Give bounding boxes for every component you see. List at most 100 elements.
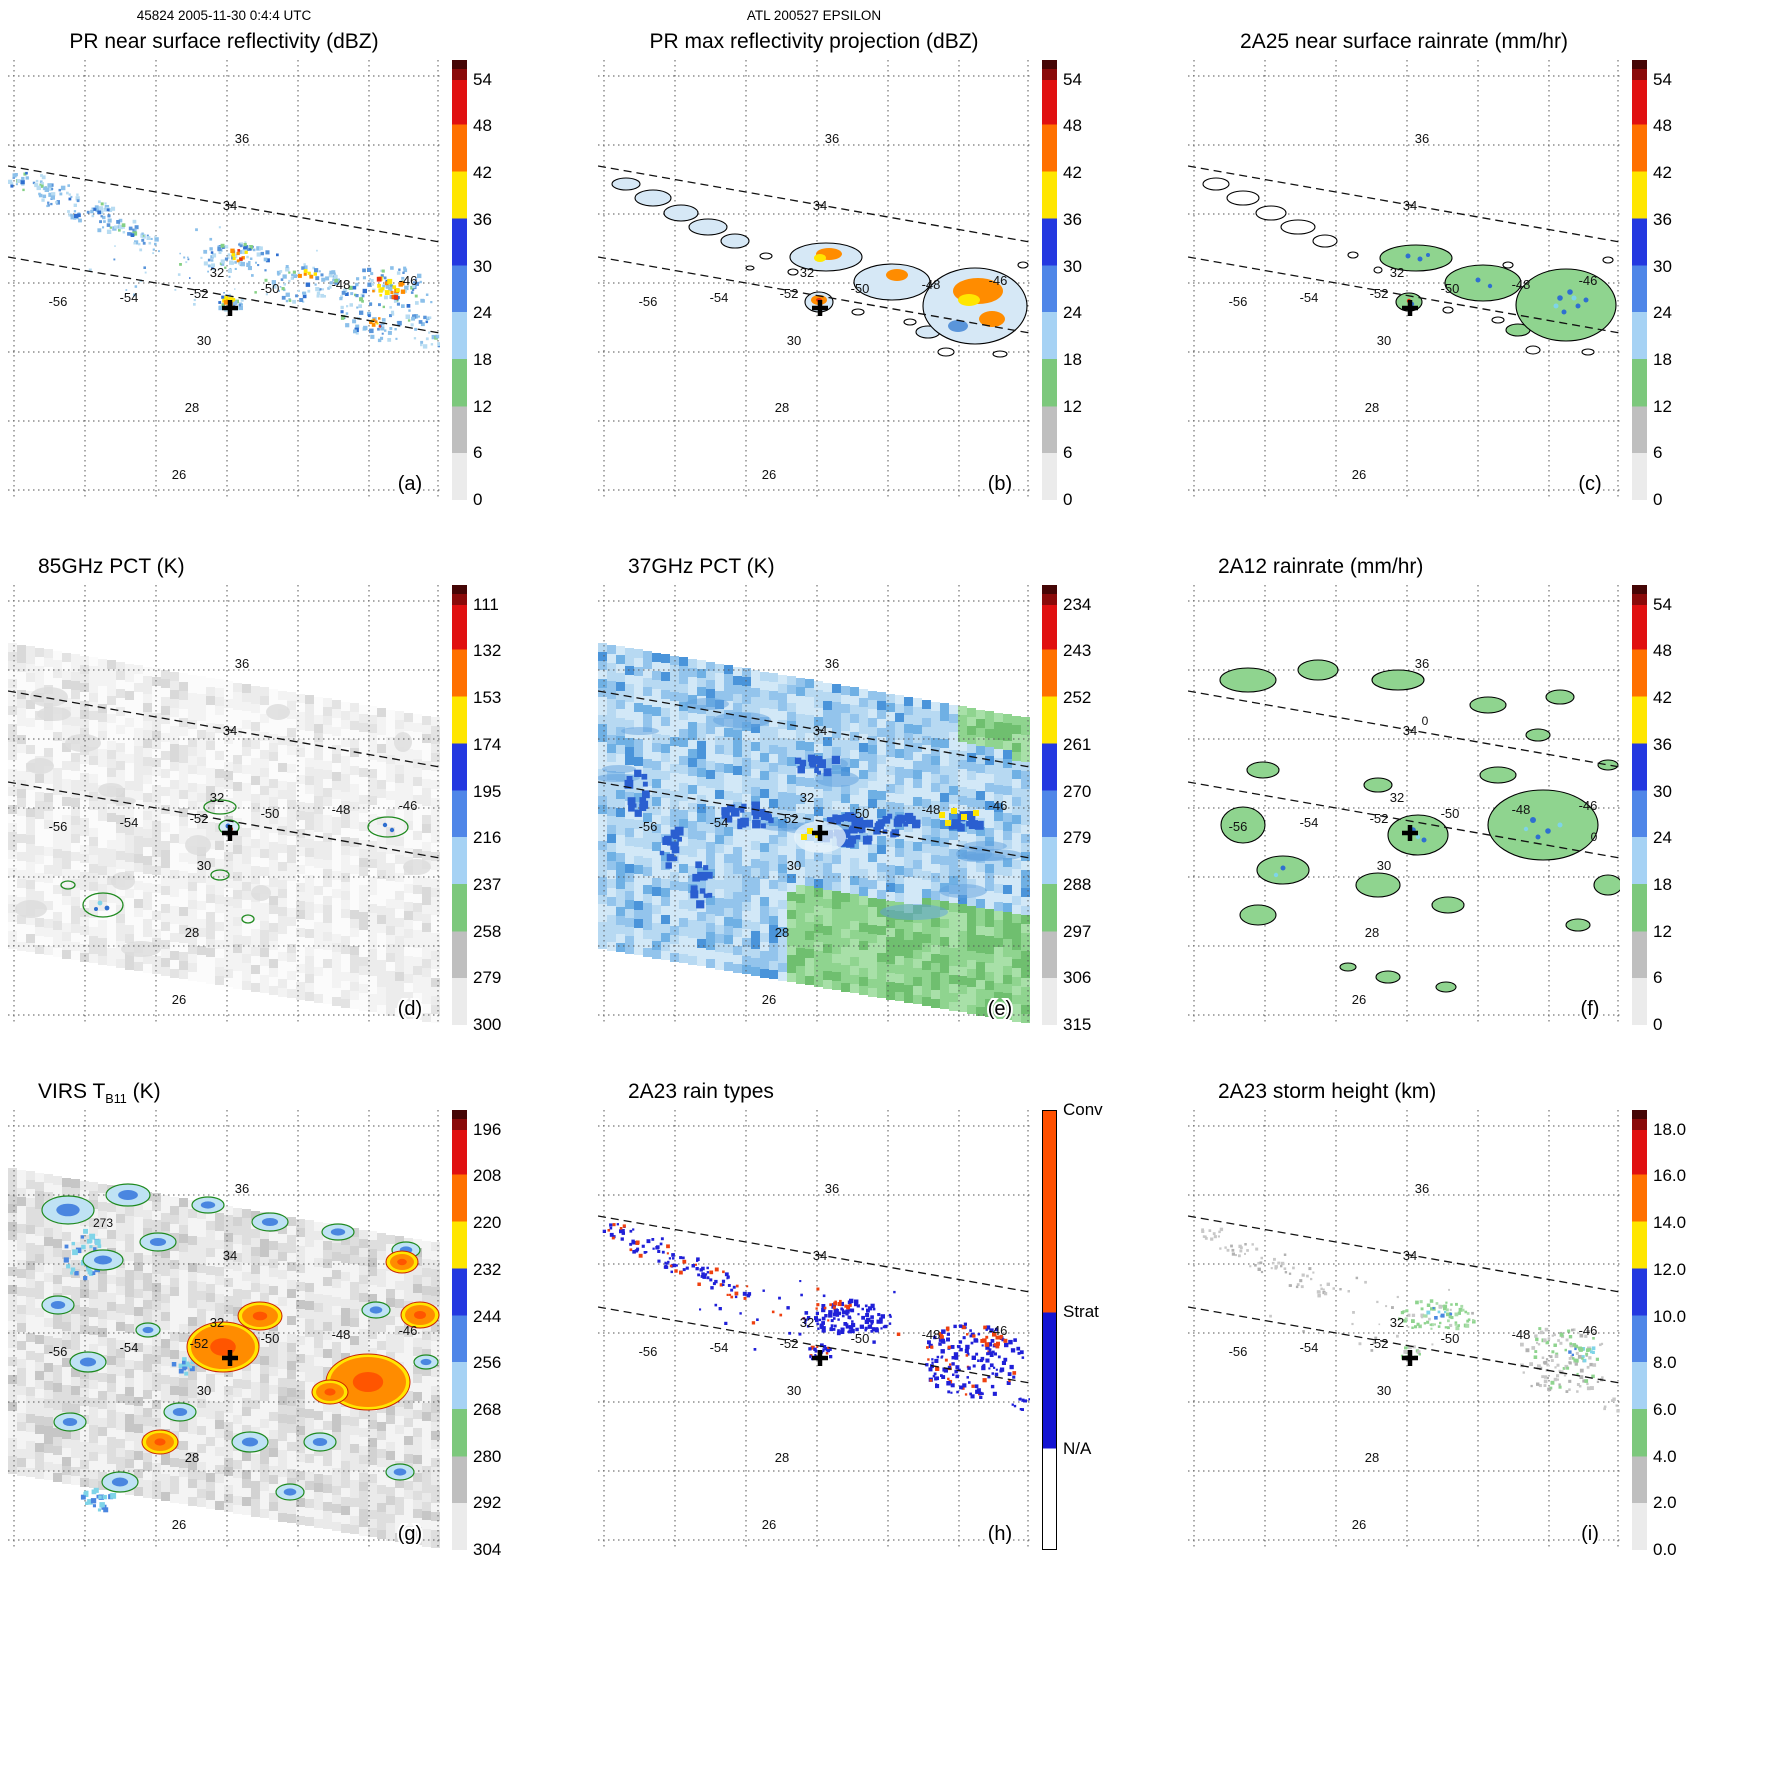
lon-label: -50 <box>851 281 870 296</box>
colorbar-tick: 54 <box>473 69 492 89</box>
colorbar-tick: 306 <box>1063 968 1092 988</box>
lat-label: 30 <box>197 1383 211 1398</box>
geo-labels: 36 34 32 30 28 26 -56 -54 -52 -50 -48 -46 <box>639 656 1008 1007</box>
lon-label: -50 <box>1441 1331 1460 1346</box>
lon-label: -52 <box>190 1336 209 1351</box>
colorbar-d <box>452 585 467 1025</box>
lon-label: -50 <box>851 1331 870 1346</box>
colorbar-tick: 6.0 <box>1653 1399 1677 1419</box>
colorbar-tick: 42 <box>1063 163 1082 183</box>
panel-d: 85GHz PCT (K) 36 34 32 30 28 26 -56 -54 -52 -50 -48… <box>0 555 590 1080</box>
lon-label: -46 <box>1579 273 1598 288</box>
colorbar-h <box>1042 1110 1057 1550</box>
data-field <box>598 643 1030 1023</box>
panel-g: VIRS TB11 (K) 36 34 32 30 28 26 -56 -54 -52 -50 -48… <box>0 1080 590 1605</box>
colorbar-tick: 196 <box>473 1119 502 1139</box>
lon-label: -46 <box>989 273 1008 288</box>
lon-label: -48 <box>922 1327 941 1342</box>
lon-label: -52 <box>190 811 209 826</box>
colorbar-tick: 0 <box>1653 490 1663 509</box>
colorbar-tick: 36 <box>1653 209 1672 229</box>
lat-label: 26 <box>1352 1517 1366 1532</box>
lon-label: -52 <box>780 1336 799 1351</box>
graticule <box>8 585 440 1025</box>
lat-label: 26 <box>172 467 186 482</box>
colorbar-tick: 6 <box>1063 443 1073 463</box>
colorbar-tick: 6 <box>473 443 483 463</box>
lat-label: 28 <box>185 925 199 940</box>
lon-label: -50 <box>261 806 280 821</box>
panel-letter-f: (f) <box>1581 998 1600 1020</box>
colorbar-tick: 16.0 <box>1653 1166 1687 1186</box>
map-b: 36 34 32 30 28 26 -56 -54 -52 -50 -48 -46 (b) <box>598 60 1030 500</box>
panel-title-f: 2A12 rainrate (mm/hr) <box>1218 555 1424 578</box>
lon-label: -50 <box>1441 281 1460 296</box>
colorbar-tick: 48 <box>1653 641 1672 661</box>
lon-label: -56 <box>49 294 68 309</box>
lat-label: 32 <box>800 790 814 805</box>
colorbar-tick: 42 <box>1653 688 1672 708</box>
colorbar-tick: 174 <box>473 734 502 754</box>
lon-label: -56 <box>1229 294 1248 309</box>
lon-label: -56 <box>1229 819 1248 834</box>
lon-label: -46 <box>399 273 418 288</box>
lon-label: -56 <box>639 819 658 834</box>
colorbar-i <box>1632 1110 1647 1550</box>
lon-label: -56 <box>49 1344 68 1359</box>
storm-center-marker <box>222 1350 238 1366</box>
swath-edges <box>1188 1215 1620 1384</box>
swath-edges <box>1188 165 1620 334</box>
colorbar-tick: 30 <box>1653 781 1672 801</box>
colorbar-tick: 216 <box>473 828 502 848</box>
lon-label: -54 <box>710 815 729 830</box>
lat-label: 34 <box>223 723 237 738</box>
lon-label: -54 <box>1300 290 1319 305</box>
lat-label: 32 <box>800 1315 814 1330</box>
colorbar-tick: 0 <box>473 490 483 509</box>
colorbar-tick: 280 <box>473 1446 502 1466</box>
colorbar-tick: 12 <box>473 396 492 416</box>
map-d: 36 34 32 30 28 26 -56 -54 -52 -50 -48 -46 (d) <box>8 585 440 1025</box>
lat-label: 32 <box>210 790 224 805</box>
lat-label: 28 <box>775 400 789 415</box>
panel-letter-g: (g) <box>398 1523 422 1545</box>
data-layer <box>1219 659 1620 993</box>
lon-label: -52 <box>1370 286 1389 301</box>
swath-edges <box>598 1215 1030 1384</box>
colorbar-tick: 300 <box>473 1015 502 1034</box>
lon-label: -54 <box>710 1340 729 1355</box>
panel-letter-b: (b) <box>988 473 1012 495</box>
lat-label: 36 <box>235 656 249 671</box>
geo-labels: 36 34 32 30 28 26 -56 -54 -52 -50 -48 -46 <box>49 131 418 482</box>
data-layer <box>1202 177 1617 356</box>
colorbar-tick: 297 <box>1063 921 1092 941</box>
colorbar-tick: 18 <box>1653 349 1672 369</box>
lon-label: -46 <box>399 798 418 813</box>
map-c: 36 34 32 30 28 26 -56 -54 -52 -50 -48 -46 (c) <box>1188 60 1620 500</box>
geo-labels: 36 34 32 30 28 26 -56 -54 -52 -50 -48 -46 <box>49 656 418 1007</box>
colorbar-tick: 256 <box>473 1353 502 1373</box>
colorbar-tick: 270 <box>1063 781 1092 801</box>
panel-letter-i: (i) <box>1581 1523 1599 1545</box>
panel-title-e: 37GHz PCT (K) <box>628 555 775 578</box>
lat-label: 36 <box>235 131 249 146</box>
storm-center-marker <box>1402 825 1418 841</box>
lat-label: 36 <box>235 1181 249 1196</box>
panel-f: 2A12 rainrate (mm/hr) 36 34 32 30 28 26 -56 -54 -… <box>1180 555 1770 1080</box>
lat-label: 28 <box>1365 400 1379 415</box>
swath-edges <box>598 690 1030 859</box>
map-i: 36 34 32 30 28 26 -56 -54 -52 -50 -48 -46 (i) <box>1188 1110 1620 1550</box>
contour-label: 0 <box>1422 714 1429 728</box>
data-layer <box>611 177 1029 358</box>
panel-title-b: PR max reflectivity projection (dBZ) <box>649 30 979 53</box>
colorbar-tick: 132 <box>473 641 502 661</box>
geo-labels: 36 34 32 30 28 26 -56 -54 -52 -50 -48 -46 <box>639 1181 1008 1532</box>
data-layer <box>1201 1227 1620 1413</box>
graticule <box>598 1110 1030 1550</box>
map-a: 36 34 32 30 28 26 -56 -54 -52 -50 -48 -46 (a) <box>8 60 440 500</box>
colorbar-tick: 18 <box>1653 874 1672 894</box>
lat-label: 30 <box>1377 333 1391 348</box>
lat-label: 28 <box>1365 925 1379 940</box>
storm-center-marker <box>222 825 238 841</box>
panel-b: PR max reflectivity projection (dBZ) 36 34… <box>590 30 1180 555</box>
